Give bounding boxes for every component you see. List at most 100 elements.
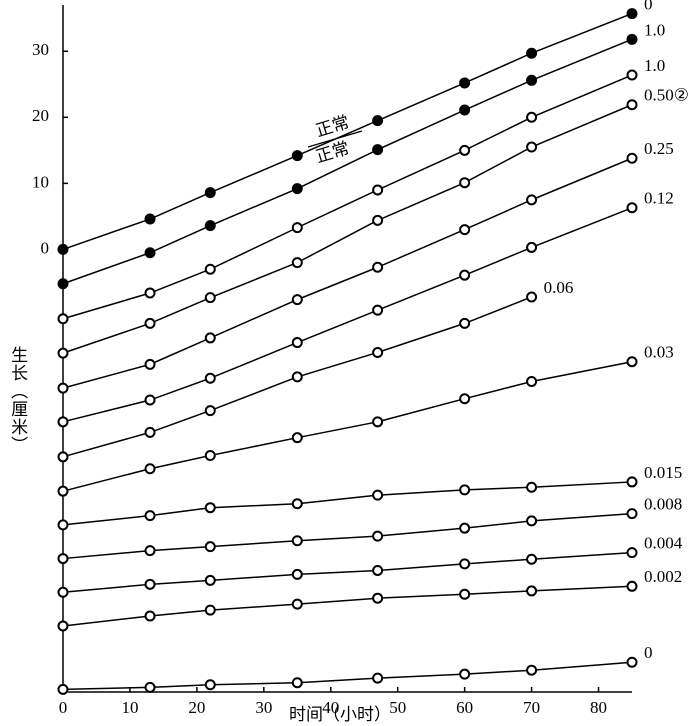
data-point xyxy=(459,558,471,570)
series-label: 0.12 xyxy=(644,189,674,208)
series-line xyxy=(62,74,633,320)
data-point xyxy=(204,405,216,417)
data-point xyxy=(291,432,303,444)
series-line xyxy=(62,661,633,691)
data-point xyxy=(459,177,471,189)
data-point xyxy=(204,450,216,462)
data-point xyxy=(626,33,638,45)
series-label: 1.0 xyxy=(644,56,665,75)
data-point xyxy=(291,677,303,689)
data-point xyxy=(204,372,216,384)
data-point xyxy=(459,484,471,496)
data-point xyxy=(144,463,156,475)
data-point xyxy=(626,547,638,559)
data-point xyxy=(372,530,384,542)
data-point xyxy=(372,346,384,358)
data-point xyxy=(626,202,638,214)
data-point xyxy=(291,498,303,510)
data-point xyxy=(626,580,638,592)
data-point xyxy=(57,485,69,497)
data-point xyxy=(626,69,638,81)
x-tick-label: 20 xyxy=(188,698,205,717)
data-point xyxy=(459,317,471,329)
data-point xyxy=(459,104,471,116)
data-point xyxy=(526,515,538,527)
series-line xyxy=(62,551,633,593)
series-line xyxy=(62,585,633,627)
data-point xyxy=(372,592,384,604)
data-point xyxy=(57,416,69,428)
x-tick-label: 40 xyxy=(322,698,339,717)
series-label: 0.50② xyxy=(644,86,689,105)
data-point xyxy=(372,261,384,273)
data-point xyxy=(57,586,69,598)
data-point xyxy=(372,144,384,156)
y-tick-label: 10 xyxy=(32,172,49,191)
series-label: 0.06 xyxy=(544,278,574,297)
data-point xyxy=(144,545,156,557)
data-point xyxy=(204,604,216,616)
annotation-rule xyxy=(307,130,363,148)
data-point xyxy=(57,519,69,531)
series-label: 1.0 xyxy=(644,20,665,39)
data-point xyxy=(291,222,303,234)
data-point xyxy=(526,74,538,86)
data-point xyxy=(144,610,156,622)
data-point xyxy=(526,241,538,253)
data-point xyxy=(372,115,384,127)
y-tick-label: 0 xyxy=(41,238,50,257)
series-line xyxy=(62,207,633,423)
data-point xyxy=(526,47,538,59)
data-point xyxy=(459,144,471,156)
data-point xyxy=(144,510,156,522)
data-point xyxy=(626,476,638,488)
data-point xyxy=(57,683,69,695)
data-point xyxy=(626,656,638,668)
data-point xyxy=(291,294,303,306)
annotation: 正常 xyxy=(313,138,351,166)
data-point xyxy=(291,371,303,383)
x-axis-label: 时间（小时） xyxy=(289,705,391,724)
data-point xyxy=(57,278,69,290)
data-point xyxy=(57,313,69,325)
data-point xyxy=(291,337,303,349)
data-point xyxy=(204,292,216,304)
data-point xyxy=(144,681,156,693)
data-point xyxy=(372,416,384,428)
data-point xyxy=(459,668,471,680)
data-point xyxy=(459,393,471,405)
x-tick-label: 0 xyxy=(59,698,68,717)
y-tick-label: 20 xyxy=(32,106,49,125)
x-tick-label: 60 xyxy=(456,698,473,717)
data-point xyxy=(204,574,216,586)
series-line xyxy=(62,157,633,389)
series-label: 0.015 xyxy=(644,463,682,482)
series-line xyxy=(62,512,633,560)
data-point xyxy=(57,620,69,632)
series-line xyxy=(62,104,633,354)
series-line xyxy=(62,481,633,526)
data-point xyxy=(372,489,384,501)
data-point xyxy=(144,213,156,225)
data-point xyxy=(57,243,69,255)
data-point xyxy=(291,568,303,580)
data-point xyxy=(372,214,384,226)
data-point xyxy=(204,332,216,344)
series-label: 0.004 xyxy=(644,534,683,553)
data-point xyxy=(144,287,156,299)
series-label: 0.03 xyxy=(644,343,674,362)
data-point xyxy=(372,564,384,576)
data-point xyxy=(204,263,216,275)
data-point xyxy=(144,247,156,259)
data-point xyxy=(372,304,384,316)
data-point xyxy=(626,356,638,368)
data-point xyxy=(57,553,69,565)
series-label: 0.008 xyxy=(644,495,682,514)
data-point xyxy=(291,598,303,610)
data-point xyxy=(459,77,471,89)
data-point xyxy=(204,502,216,514)
data-point xyxy=(459,224,471,236)
series-label: 0.25 xyxy=(644,139,674,158)
data-point xyxy=(626,508,638,520)
data-point xyxy=(526,291,538,303)
